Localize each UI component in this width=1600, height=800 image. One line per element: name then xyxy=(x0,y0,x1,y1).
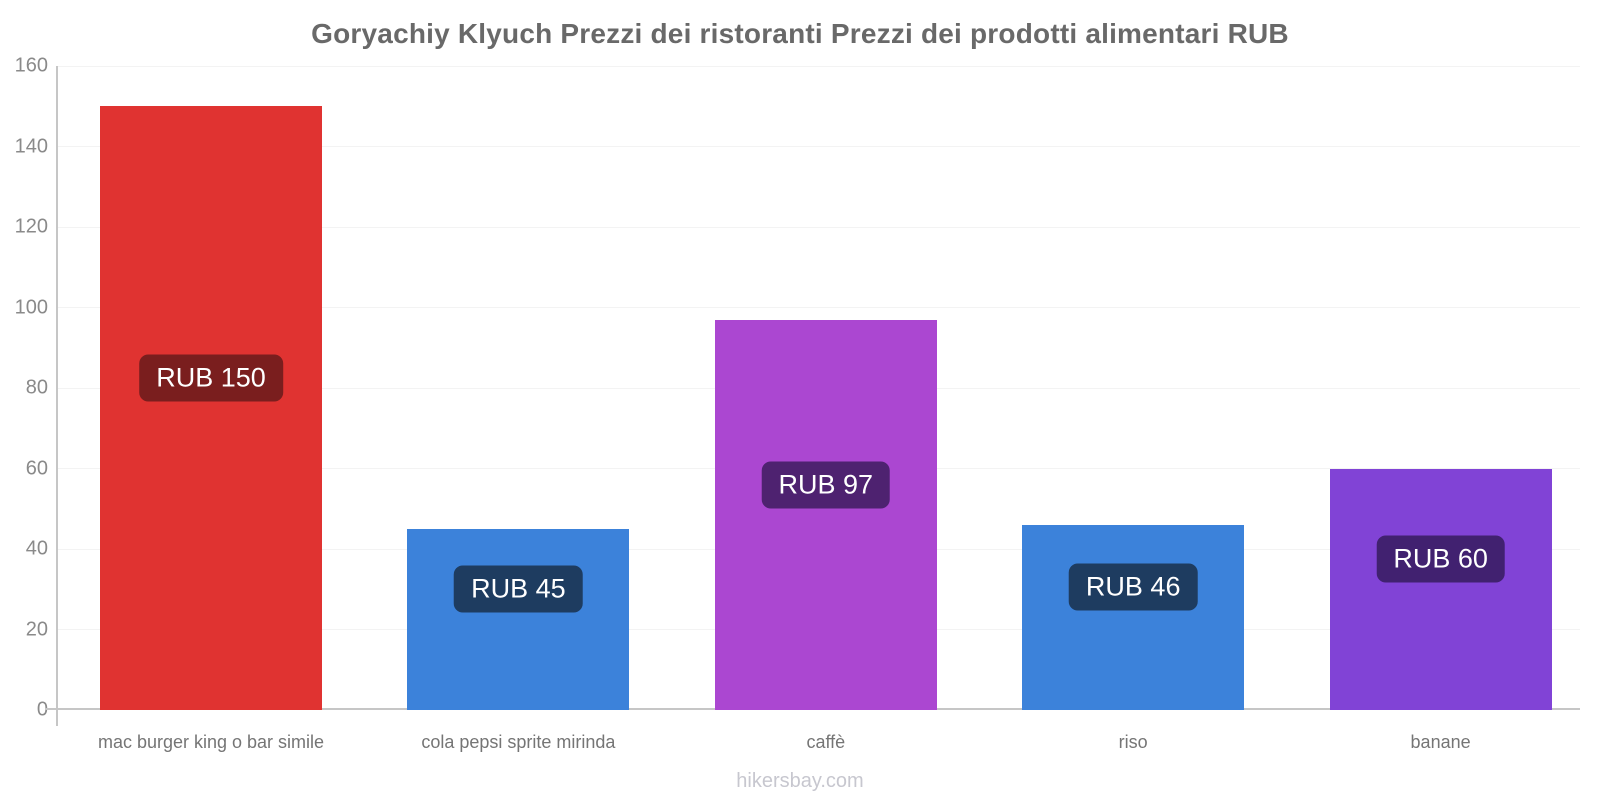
x-axis-label-banane: banane xyxy=(1410,732,1471,752)
y-axis-label-160: 160 xyxy=(14,54,48,77)
value-badge-caff: RUB 97 xyxy=(761,461,891,509)
y-axis-label-0: 0 xyxy=(36,698,48,721)
gridline-120 xyxy=(57,226,1580,228)
value-badge-cola-pepsi-sprite-mirinda: RUB 45 xyxy=(454,565,583,613)
bar-mac-burger-king-o-bar-simile: RUB 150 xyxy=(100,106,322,710)
x-axis-label-caff: caffè xyxy=(806,732,846,752)
y-axis-label-40: 40 xyxy=(25,537,48,560)
x-axis-tick xyxy=(56,710,58,726)
y-axis-label-100: 100 xyxy=(14,296,48,318)
bar-cola-pepsi-sprite-mirinda: RUB 45 xyxy=(407,528,630,710)
chart-title: Goryachiy Klyuch Prezzi dei ristoranti P… xyxy=(311,18,1289,49)
x-axis-label-cola-pepsi-sprite-mirinda: cola pepsi sprite mirinda xyxy=(421,732,616,752)
footer-watermark: hikersbay.com xyxy=(736,770,864,792)
bar-banane: RUB 60 xyxy=(1329,468,1552,710)
y-axis-label-120: 120 xyxy=(14,215,48,238)
value-badge-banane: RUB 60 xyxy=(1376,535,1505,583)
y-axis-label-60: 60 xyxy=(25,457,48,479)
value-badge-mac-burger-king-o-bar-simile: RUB 150 xyxy=(139,354,283,402)
x-axis-label-mac-burger-king-o-bar-simile: mac burger king o bar simile xyxy=(97,732,325,752)
gridline-160 xyxy=(57,65,1580,67)
x-axis-label-riso: riso xyxy=(1118,732,1148,752)
y-axis-line xyxy=(56,66,58,712)
y-axis-label-80: 80 xyxy=(25,376,48,399)
bar-caff: RUB 97 xyxy=(714,319,937,710)
gridline-100 xyxy=(57,307,1580,308)
bar-riso: RUB 46 xyxy=(1022,524,1245,710)
y-axis-label-140: 140 xyxy=(14,135,48,157)
gridline-140 xyxy=(57,146,1580,147)
value-badge-riso: RUB 46 xyxy=(1068,563,1198,611)
y-axis-label-20: 20 xyxy=(25,618,48,640)
